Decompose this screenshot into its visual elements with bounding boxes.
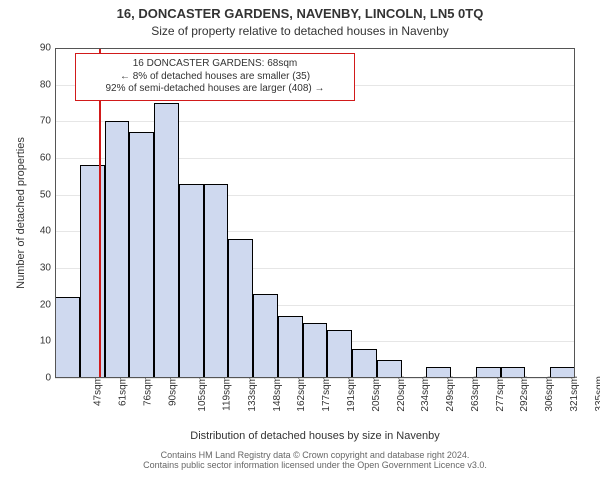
figure: 16, DONCASTER GARDENS, NAVENBY, LINCOLN,… bbox=[0, 0, 600, 500]
histogram-bar bbox=[377, 360, 402, 378]
histogram-bar bbox=[253, 294, 278, 378]
y-tick-label: 40 bbox=[40, 226, 55, 237]
x-tick-label: 105sqm bbox=[196, 376, 209, 412]
histogram-bar bbox=[550, 367, 575, 378]
histogram-bar bbox=[303, 323, 328, 378]
histogram-bar bbox=[278, 316, 303, 378]
histogram-bar bbox=[105, 121, 130, 378]
histogram-bar bbox=[228, 239, 253, 378]
histogram-bar bbox=[154, 103, 179, 378]
x-axis-label: Distribution of detached houses by size … bbox=[55, 430, 575, 442]
histogram-bar bbox=[204, 184, 229, 378]
x-tick-label: 148sqm bbox=[270, 376, 283, 412]
chart-subtitle: Size of property relative to detached ho… bbox=[0, 24, 600, 38]
x-tick-label: 47sqm bbox=[91, 376, 104, 406]
annotation-line: 16 DONCASTER GARDENS: 68sqm bbox=[80, 58, 350, 71]
histogram-bar bbox=[476, 367, 501, 378]
x-tick-label: 205sqm bbox=[369, 376, 382, 412]
histogram-bar bbox=[129, 132, 154, 378]
x-tick-label: 220sqm bbox=[394, 376, 407, 412]
x-tick-label: 133sqm bbox=[245, 376, 258, 412]
y-axis-label: Number of detached properties bbox=[15, 48, 27, 378]
footer-line-2: Contains public sector information licen… bbox=[55, 460, 575, 470]
histogram-bar bbox=[55, 297, 80, 378]
x-tick-label: 335sqm bbox=[592, 376, 600, 412]
x-tick-label: 119sqm bbox=[220, 376, 233, 411]
x-tick-label: 321sqm bbox=[567, 376, 580, 412]
y-tick-label: 20 bbox=[40, 299, 55, 310]
chart-title: 16, DONCASTER GARDENS, NAVENBY, LINCOLN,… bbox=[0, 6, 600, 21]
gridline bbox=[55, 121, 575, 122]
y-tick-label: 70 bbox=[40, 116, 55, 127]
x-tick-label: 234sqm bbox=[418, 376, 431, 412]
footer-line-1: Contains HM Land Registry data © Crown c… bbox=[55, 450, 575, 460]
x-tick-label: 292sqm bbox=[517, 376, 530, 412]
x-tick-label: 263sqm bbox=[468, 376, 481, 412]
x-tick-label: 306sqm bbox=[542, 376, 555, 412]
histogram-bar bbox=[179, 184, 204, 378]
footer-attribution: Contains HM Land Registry data © Crown c… bbox=[55, 450, 575, 470]
x-tick-label: 277sqm bbox=[493, 376, 506, 412]
x-tick-label: 177sqm bbox=[319, 376, 332, 412]
y-tick-label: 0 bbox=[45, 373, 55, 384]
x-tick-label: 61sqm bbox=[116, 376, 129, 406]
gridline bbox=[55, 48, 575, 49]
histogram-bar bbox=[501, 367, 526, 378]
y-tick-label: 90 bbox=[40, 43, 55, 54]
annotation-box: 16 DONCASTER GARDENS: 68sqm← 8% of detac… bbox=[75, 53, 355, 101]
x-tick-label: 191sqm bbox=[344, 376, 357, 412]
y-tick-label: 80 bbox=[40, 79, 55, 90]
x-tick-label: 249sqm bbox=[443, 376, 456, 412]
annotation-line: 92% of semi-detached houses are larger (… bbox=[80, 83, 350, 96]
x-tick-label: 162sqm bbox=[295, 376, 308, 412]
annotation-line: ← 8% of detached houses are smaller (35) bbox=[80, 71, 350, 84]
histogram-bar bbox=[327, 330, 352, 378]
y-tick-label: 60 bbox=[40, 153, 55, 164]
x-tick-label: 76sqm bbox=[140, 376, 153, 406]
x-tick-label: 90sqm bbox=[165, 376, 178, 406]
histogram-bar bbox=[352, 349, 377, 378]
y-tick-label: 50 bbox=[40, 189, 55, 200]
y-tick-label: 30 bbox=[40, 263, 55, 274]
y-tick-label: 10 bbox=[40, 336, 55, 347]
histogram-bar bbox=[426, 367, 451, 378]
